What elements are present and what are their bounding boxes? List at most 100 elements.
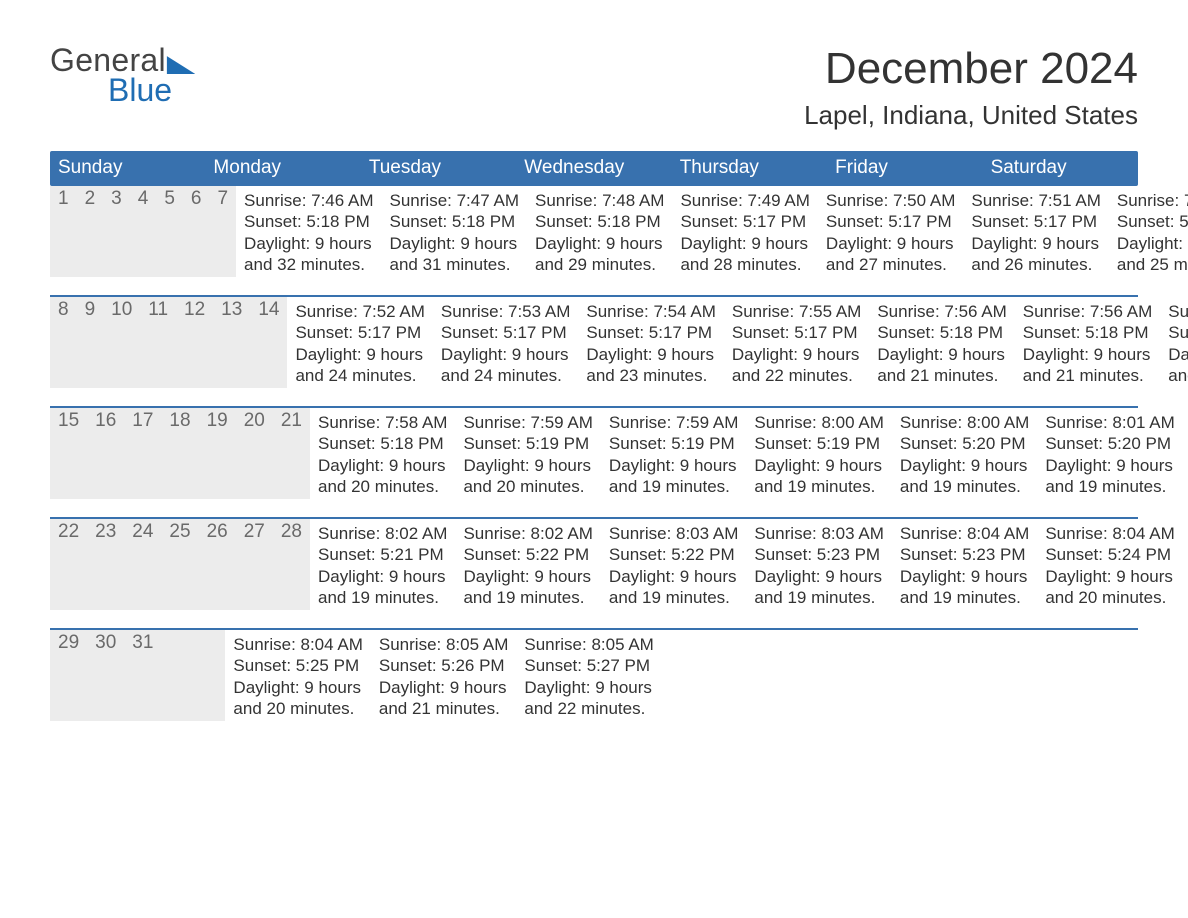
day-detail: Sunrise: 7:47 AMSunset: 5:18 PMDaylight:… [382, 186, 527, 277]
sunrise-line: Sunrise: 7:52 AM [295, 301, 424, 322]
daylight-line-1: Daylight: 9 hours [754, 455, 883, 476]
daylight-line-1: Daylight: 9 hours [1045, 455, 1174, 476]
day-detail: Sunrise: 7:51 AMSunset: 5:17 PMDaylight:… [1109, 186, 1188, 277]
detail-row: Sunrise: 8:02 AMSunset: 5:21 PMDaylight:… [310, 519, 1188, 610]
sunset-line: Sunset: 5:17 PM [586, 322, 715, 343]
day-number: 8 [50, 297, 77, 388]
daylight-line-2: and 20 minutes. [318, 476, 447, 497]
day-number: 16 [87, 408, 124, 499]
daylight-line-2: and 19 minutes. [754, 476, 883, 497]
daylight-line-2: and 26 minutes. [971, 254, 1100, 275]
daylight-line-1: Daylight: 9 hours [900, 566, 1029, 587]
day-number: 5 [156, 186, 183, 277]
sunset-line: Sunset: 5:19 PM [463, 433, 592, 454]
daylight-line-2: and 19 minutes. [900, 587, 1029, 608]
day-detail: Sunrise: 7:48 AMSunset: 5:18 PMDaylight:… [527, 186, 672, 277]
daylight-line-1: Daylight: 9 hours [244, 233, 373, 254]
day-number: 14 [250, 297, 287, 388]
daylight-line-1: Daylight: 9 hours [463, 566, 592, 587]
day-detail: Sunrise: 7:55 AMSunset: 5:17 PMDaylight:… [724, 297, 869, 388]
day-detail: Sunrise: 7:56 AMSunset: 5:18 PMDaylight:… [1015, 297, 1160, 388]
day-number: 15 [50, 408, 87, 499]
sunset-line: Sunset: 5:19 PM [754, 433, 883, 454]
daylight-line-1: Daylight: 9 hours [826, 233, 955, 254]
daylight-line-1: Daylight: 9 hours [463, 455, 592, 476]
flag-icon [167, 56, 196, 74]
daylight-line-2: and 32 minutes. [244, 254, 373, 275]
sunrise-line: Sunrise: 8:00 AM [900, 412, 1029, 433]
daylight-line-1: Daylight: 9 hours [680, 233, 809, 254]
sunset-line: Sunset: 5:18 PM [1168, 322, 1188, 343]
sunset-line: Sunset: 5:17 PM [971, 211, 1100, 232]
sunrise-line: Sunrise: 7:53 AM [441, 301, 570, 322]
day-detail: Sunrise: 7:59 AMSunset: 5:19 PMDaylight:… [455, 408, 600, 499]
sunrise-line: Sunrise: 7:55 AM [732, 301, 861, 322]
day-number: 9 [77, 297, 104, 388]
daylight-line-2: and 22 minutes. [732, 365, 861, 386]
daylight-line-2: and 21 minutes. [877, 365, 1006, 386]
detail-row: Sunrise: 7:46 AMSunset: 5:18 PMDaylight:… [236, 186, 1188, 277]
daylight-line-2: and 23 minutes. [586, 365, 715, 386]
sunset-line: Sunset: 5:18 PM [244, 211, 373, 232]
daylight-line-2: and 19 minutes. [463, 587, 592, 608]
daylight-line-2: and 20 minutes. [1045, 587, 1174, 608]
daynum-row: 15161718192021 [50, 408, 310, 499]
day-detail: Sunrise: 7:49 AMSunset: 5:17 PMDaylight:… [672, 186, 817, 277]
sunset-line: Sunset: 5:25 PM [233, 655, 362, 676]
week-row: 15161718192021Sunrise: 7:58 AMSunset: 5:… [50, 406, 1138, 499]
daylight-line-2: and 25 minutes. [1117, 254, 1188, 275]
daylight-line-1: Daylight: 9 hours [877, 344, 1006, 365]
day-number: 19 [199, 408, 236, 499]
day-detail: Sunrise: 8:04 AMSunset: 5:23 PMDaylight:… [892, 519, 1037, 610]
day-detail: Sunrise: 7:58 AMSunset: 5:18 PMDaylight:… [310, 408, 455, 499]
sunset-line: Sunset: 5:17 PM [441, 322, 570, 343]
logo-text-blue: Blue [108, 74, 194, 106]
day-detail: Sunrise: 7:59 AMSunset: 5:19 PMDaylight:… [601, 408, 746, 499]
sunrise-line: Sunrise: 7:59 AM [609, 412, 738, 433]
dayname-saturday: Saturday [983, 151, 1138, 186]
daylight-line-2: and 31 minutes. [390, 254, 519, 275]
weekday-header: Sunday Monday Tuesday Wednesday Thursday… [50, 151, 1138, 186]
page: General Blue December 2024 Lapel, Indian… [0, 0, 1188, 918]
calendar: Sunday Monday Tuesday Wednesday Thursday… [50, 151, 1138, 721]
sunset-line: Sunset: 5:23 PM [900, 544, 1029, 565]
day-detail: Sunrise: 8:01 AMSunset: 5:20 PMDaylight:… [1037, 408, 1182, 499]
day-detail: Sunrise: 8:05 AMSunset: 5:26 PMDaylight:… [371, 630, 516, 721]
sunrise-line: Sunrise: 8:01 AM [1045, 412, 1174, 433]
sunrise-line: Sunrise: 7:50 AM [826, 190, 955, 211]
sunrise-line: Sunrise: 7:54 AM [586, 301, 715, 322]
detail-row: Sunrise: 7:52 AMSunset: 5:17 PMDaylight:… [287, 297, 1188, 388]
daylight-line-2: and 29 minutes. [535, 254, 664, 275]
daylight-line-2: and 27 minutes. [826, 254, 955, 275]
day-number: 22 [50, 519, 87, 610]
day-number: 25 [161, 519, 198, 610]
day-detail: Sunrise: 7:52 AMSunset: 5:17 PMDaylight:… [287, 297, 432, 388]
daylight-line-1: Daylight: 9 hours [1168, 344, 1188, 365]
sunrise-line: Sunrise: 8:02 AM [463, 523, 592, 544]
daylight-line-1: Daylight: 9 hours [971, 233, 1100, 254]
sunrise-line: Sunrise: 7:48 AM [535, 190, 664, 211]
sunset-line: Sunset: 5:24 PM [1045, 544, 1174, 565]
daylight-line-1: Daylight: 9 hours [1117, 233, 1188, 254]
day-detail: Sunrise: 8:02 AMSunset: 5:22 PMDaylight:… [455, 519, 600, 610]
day-detail: Sunrise: 8:00 AMSunset: 5:19 PMDaylight:… [746, 408, 891, 499]
day-number: 1 [50, 186, 77, 277]
day-number: 7 [209, 186, 236, 277]
daylight-line-2: and 21 minutes. [379, 698, 508, 719]
location-subtitle: Lapel, Indiana, United States [804, 100, 1138, 131]
sunset-line: Sunset: 5:17 PM [295, 322, 424, 343]
daylight-line-2: and 19 minutes. [609, 476, 738, 497]
daylight-line-1: Daylight: 9 hours [754, 566, 883, 587]
day-number: 12 [176, 297, 213, 388]
week-row: 22232425262728Sunrise: 8:02 AMSunset: 5:… [50, 517, 1138, 610]
sunset-line: Sunset: 5:18 PM [1023, 322, 1152, 343]
daylight-line-2: and 20 minutes. [463, 476, 592, 497]
weeks-container: 1234567Sunrise: 7:46 AMSunset: 5:18 PMDa… [50, 186, 1138, 721]
day-number: 17 [124, 408, 161, 499]
sunrise-line: Sunrise: 8:05 AM [524, 634, 653, 655]
sunset-line: Sunset: 5:20 PM [900, 433, 1029, 454]
brand-logo: General Blue [50, 44, 194, 106]
daylight-line-2: and 19 minutes. [1045, 476, 1174, 497]
day-detail: Sunrise: 8:04 AMSunset: 5:24 PMDaylight:… [1037, 519, 1182, 610]
day-number: 2 [77, 186, 104, 277]
